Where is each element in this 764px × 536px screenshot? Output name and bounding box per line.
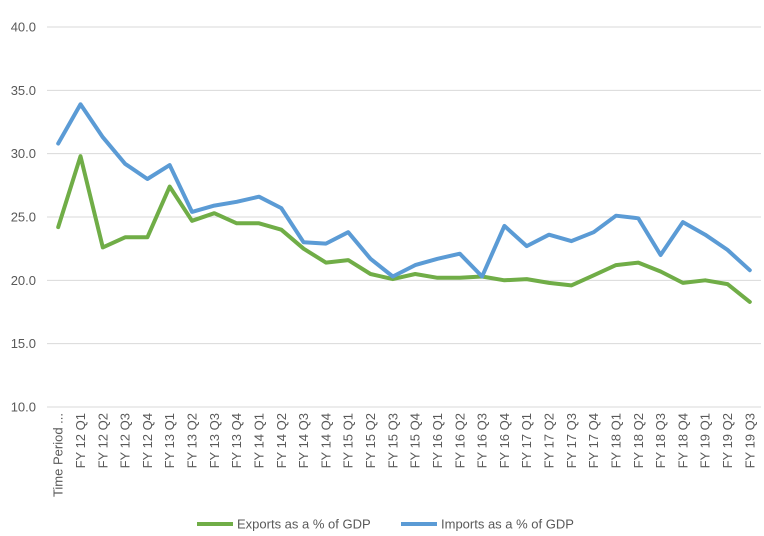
x-tick-label: FY 16 Q2 <box>452 413 467 468</box>
y-tick-label: 15.0 <box>11 336 36 351</box>
x-tick-label: FY 17 Q2 <box>542 413 557 468</box>
x-tick-label: FY 19 Q1 <box>698 413 713 468</box>
x-tick-label: FY 15 Q2 <box>363 413 378 468</box>
x-tick-label: FY 16 Q3 <box>475 413 490 468</box>
y-tick-label: 35.0 <box>11 83 36 98</box>
x-tick-label: FY 18 Q1 <box>608 413 623 468</box>
x-tick-label: FY 18 Q2 <box>631 413 646 468</box>
x-tick-label: FY 17 Q4 <box>586 413 601 468</box>
legend-label: Imports as a % of GDP <box>441 517 574 532</box>
x-tick-label: FY 16 Q4 <box>497 413 512 468</box>
x-tick-label: FY 12 Q2 <box>95 413 110 468</box>
x-tick-label: FY 15 Q1 <box>341 413 356 468</box>
y-tick-label: 25.0 <box>11 210 36 225</box>
x-tick-label: FY 17 Q1 <box>519 413 534 468</box>
x-tick-label: FY 17 Q3 <box>564 413 579 468</box>
x-tick-label: FY 16 Q1 <box>430 413 445 468</box>
x-tick-label: FY 13 Q4 <box>229 413 244 468</box>
y-tick-label: 10.0 <box>11 400 36 415</box>
x-tick-label: FY 13 Q2 <box>185 413 200 468</box>
x-tick-label: FY 18 Q4 <box>675 413 690 468</box>
legend-label: Exports as a % of GDP <box>237 517 371 532</box>
x-tick-label: FY 14 Q4 <box>318 413 333 468</box>
x-axis: Time Period ... FY 12 Q1 FY 12 Q2 FY 12 Q3 F… <box>51 413 758 497</box>
x-tick-label: FY 12 Q1 <box>73 413 88 468</box>
y-tick-label: 20.0 <box>11 273 36 288</box>
x-tick-label: FY 13 Q1 <box>162 413 177 468</box>
x-tick-label: FY 12 Q4 <box>140 413 155 468</box>
legend: Exports as a % of GDP Imports as a % of G… <box>197 517 574 532</box>
gridlines <box>47 26 761 408</box>
x-tick-label: FY 15 Q4 <box>408 413 423 468</box>
x-tick-label: FY 14 Q3 <box>296 413 311 468</box>
series-lines <box>56 102 752 304</box>
x-tick-label: FY 12 Q3 <box>118 413 133 468</box>
x-tick-label: FY 14 Q1 <box>251 413 266 468</box>
x-tick-label: FY 19 Q3 <box>742 413 757 468</box>
x-tick-label: FY 15 Q3 <box>385 413 400 468</box>
series-line-exports <box>56 154 752 304</box>
x-tick-label: FY 18 Q3 <box>653 413 668 468</box>
series-line-imports <box>56 102 752 279</box>
x-tick-label: FY 13 Q3 <box>207 413 222 468</box>
y-axis: 10.0 15.0 20.0 25.0 30.0 35.0 40.0 <box>11 20 36 415</box>
x-tick-label: FY 14 Q2 <box>274 413 289 468</box>
x-tick-label: Time Period ... <box>51 413 66 497</box>
y-tick-label: 40.0 <box>11 20 36 35</box>
y-tick-label: 30.0 <box>11 146 36 161</box>
x-tick-label: FY 19 Q2 <box>720 413 735 468</box>
